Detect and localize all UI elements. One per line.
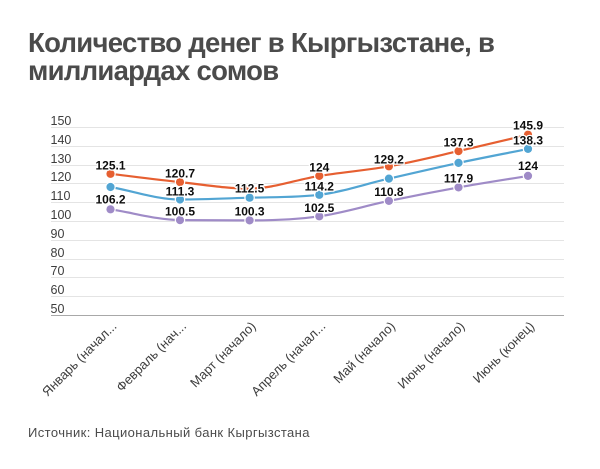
svg-text:129.2: 129.2 (374, 152, 404, 166)
svg-text:100.5: 100.5 (165, 205, 195, 219)
svg-text:Июнь (начало): Июнь (начало) (395, 319, 468, 392)
svg-text:106.2: 106.2 (95, 193, 125, 207)
svg-text:112.5: 112.5 (235, 181, 265, 195)
svg-text:80: 80 (51, 246, 65, 260)
svg-text:120.7: 120.7 (165, 167, 195, 181)
svg-text:100.3: 100.3 (235, 205, 265, 219)
svg-text:50: 50 (51, 302, 65, 316)
svg-text:90: 90 (51, 227, 65, 241)
svg-text:138.3: 138.3 (513, 134, 543, 148)
svg-text:117.9: 117.9 (444, 172, 474, 186)
svg-text:110.8: 110.8 (374, 185, 404, 199)
svg-text:114.2: 114.2 (305, 179, 335, 193)
svg-text:Февраль (нач...: Февраль (нач... (113, 319, 189, 395)
svg-text:124: 124 (518, 159, 538, 173)
svg-text:140: 140 (51, 133, 72, 147)
svg-text:145.9: 145.9 (513, 118, 543, 132)
svg-text:124: 124 (309, 161, 329, 175)
svg-text:130: 130 (51, 152, 72, 166)
svg-text:60: 60 (51, 283, 65, 297)
svg-text:70: 70 (51, 264, 65, 278)
svg-text:137.3: 137.3 (443, 135, 473, 149)
svg-text:125.1: 125.1 (95, 159, 125, 173)
svg-text:102.5: 102.5 (304, 201, 334, 215)
svg-text:Апрель (начал...: Апрель (начал... (248, 319, 328, 399)
svg-text:Январь (начал...: Январь (начал... (39, 319, 120, 400)
svg-text:Июнь (конец): Июнь (конец) (470, 319, 537, 386)
svg-text:120: 120 (51, 170, 72, 184)
svg-text:150: 150 (51, 114, 72, 128)
svg-text:100: 100 (51, 208, 72, 222)
svg-text:Март (начало): Март (начало) (187, 319, 259, 391)
svg-text:Май (начало): Май (начало) (330, 319, 398, 387)
svg-text:110: 110 (51, 189, 71, 203)
svg-text:111.3: 111.3 (166, 184, 195, 198)
